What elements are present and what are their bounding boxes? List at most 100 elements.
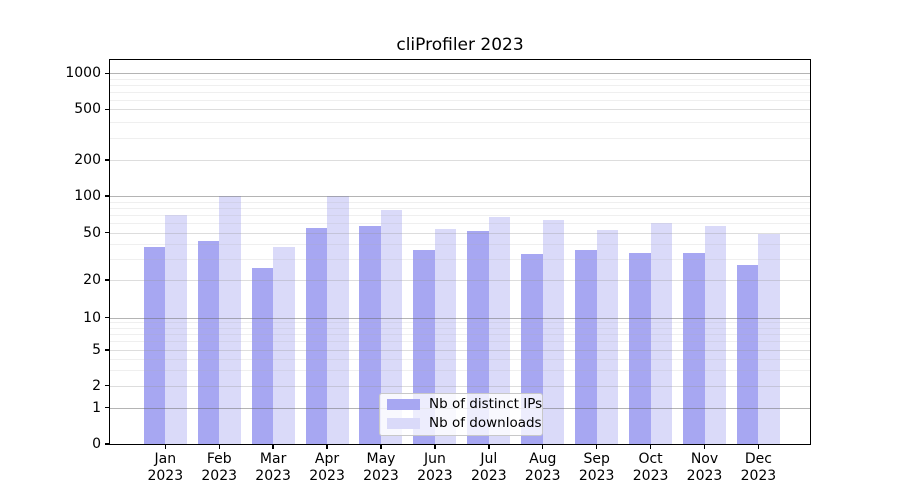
y-tick-mark bbox=[105, 385, 109, 387]
gridline-sub bbox=[110, 341, 810, 343]
bar-distinct-ips-dec bbox=[736, 264, 759, 444]
bar-distinct-ips-mar bbox=[251, 268, 274, 444]
bar-downloads-jun bbox=[434, 228, 457, 444]
bar-downloads-mar bbox=[273, 246, 295, 444]
bar-downloads-aug bbox=[542, 220, 565, 444]
bar-distinct-ips-apr bbox=[305, 227, 328, 444]
x-tick-label: Sep 2023 bbox=[578, 451, 615, 484]
gridline-sub bbox=[110, 322, 810, 324]
gridline-sub bbox=[110, 358, 810, 360]
y-tick-label: 20 bbox=[83, 272, 101, 288]
gridline-sub bbox=[110, 78, 810, 80]
x-tick-label: Nov 2023 bbox=[686, 451, 723, 484]
y-tick-label: 1 bbox=[92, 399, 101, 416]
x-tick-mark bbox=[595, 445, 598, 449]
y-tick-label: 500 bbox=[74, 101, 101, 118]
gridline-sub bbox=[110, 334, 810, 336]
gridline-minor bbox=[110, 385, 810, 387]
x-tick-label: Aug 2023 bbox=[524, 451, 561, 484]
legend-swatch-downloads-icon bbox=[387, 418, 420, 429]
x-tick-mark bbox=[649, 445, 652, 449]
bar-downloads-jan bbox=[165, 214, 187, 444]
gridline-major bbox=[110, 317, 810, 319]
y-tick-mark bbox=[105, 232, 109, 234]
bar-distinct-ips-oct bbox=[629, 252, 651, 444]
y-tick-mark bbox=[105, 72, 109, 74]
bar-distinct-ips-sep bbox=[575, 249, 597, 444]
bar-downloads-nov bbox=[704, 225, 726, 444]
bar-downloads-dec bbox=[758, 233, 780, 444]
gridline-sub bbox=[110, 259, 810, 261]
x-tick-label: Apr 2023 bbox=[309, 451, 345, 484]
legend-item-distinct-ips: Nb of distinct IPs bbox=[387, 396, 542, 413]
x-tick-mark bbox=[326, 445, 328, 449]
gridline-sub bbox=[110, 207, 810, 209]
y-tick-label: 10 bbox=[83, 309, 101, 326]
gridline-sub bbox=[110, 244, 810, 246]
y-tick-label: 5 bbox=[92, 342, 101, 358]
bar-downloads-apr bbox=[327, 196, 349, 444]
gridline-sub bbox=[110, 201, 810, 203]
y-tick-mark bbox=[105, 349, 109, 351]
gridline-sub bbox=[110, 223, 810, 225]
x-tick-mark bbox=[488, 445, 490, 449]
x-tick-mark bbox=[272, 445, 274, 449]
legend-label-downloads: Nb of downloads bbox=[429, 415, 542, 431]
bar-distinct-ips-jan bbox=[143, 246, 166, 444]
gridline-sub bbox=[110, 84, 810, 86]
gridline-sub bbox=[110, 91, 810, 93]
legend-label-distinct-ips: Nb of distinct IPs bbox=[429, 396, 543, 412]
chart-title: cliProfiler 2023 bbox=[396, 35, 524, 55]
gridline-sub bbox=[110, 327, 810, 329]
x-tick-mark bbox=[218, 445, 220, 449]
gridline-sub bbox=[110, 99, 810, 101]
gridline-minor bbox=[110, 109, 810, 111]
x-tick-mark bbox=[757, 445, 760, 449]
x-tick-label: Jul 2023 bbox=[470, 451, 507, 484]
bar-downloads-sep bbox=[596, 229, 619, 444]
gridline-sub bbox=[110, 121, 810, 123]
x-tick-mark bbox=[164, 445, 166, 449]
gridline-minor bbox=[110, 160, 810, 161]
bar-distinct-ips-feb bbox=[197, 240, 220, 444]
x-tick-label: Feb 2023 bbox=[201, 451, 238, 484]
x-tick-label: Dec 2023 bbox=[740, 451, 777, 484]
y-tick-label: 1000 bbox=[65, 65, 101, 82]
x-tick-label: Jun 2023 bbox=[417, 451, 453, 484]
x-tick-label: May 2023 bbox=[363, 451, 399, 484]
gridline-minor bbox=[110, 350, 810, 351]
gridline-minor bbox=[110, 232, 810, 234]
y-tick-label: 2 bbox=[92, 377, 101, 394]
x-tick-label: Oct 2023 bbox=[632, 451, 669, 484]
bar-downloads-feb bbox=[219, 196, 241, 444]
x-tick-mark bbox=[542, 445, 544, 449]
gridline-minor bbox=[110, 280, 810, 281]
bar-downloads-may bbox=[380, 209, 403, 444]
plot-area bbox=[110, 60, 810, 444]
legend-item-downloads: Nb of downloads bbox=[387, 415, 542, 432]
gridline-sub bbox=[110, 137, 810, 139]
bar-distinct-ips-nov bbox=[683, 252, 705, 444]
x-tick-mark bbox=[703, 445, 706, 449]
y-tick-mark bbox=[105, 443, 109, 445]
y-tick-mark bbox=[105, 159, 109, 161]
bar-downloads-jul bbox=[488, 217, 511, 444]
gridline-sub bbox=[110, 369, 810, 371]
legend-swatch-distinct-ips-icon bbox=[387, 399, 420, 410]
y-tick-mark bbox=[105, 195, 109, 197]
gridline-sub bbox=[110, 214, 810, 216]
legend: Nb of distinct IPs Nb of downloads bbox=[379, 393, 543, 436]
y-tick-label: 50 bbox=[83, 224, 101, 241]
gridline-major bbox=[110, 73, 810, 75]
x-tick-label: Jan 2023 bbox=[147, 451, 184, 484]
y-tick-mark bbox=[105, 279, 109, 281]
x-tick-label: Mar 2023 bbox=[255, 451, 291, 484]
y-tick-mark bbox=[105, 406, 109, 409]
x-tick-mark bbox=[380, 445, 382, 449]
gridline-major bbox=[110, 196, 810, 197]
y-tick-label: 0 bbox=[92, 436, 101, 452]
bar-distinct-ips-may bbox=[359, 225, 381, 444]
y-tick-mark bbox=[105, 316, 109, 319]
x-tick-mark bbox=[434, 445, 436, 449]
